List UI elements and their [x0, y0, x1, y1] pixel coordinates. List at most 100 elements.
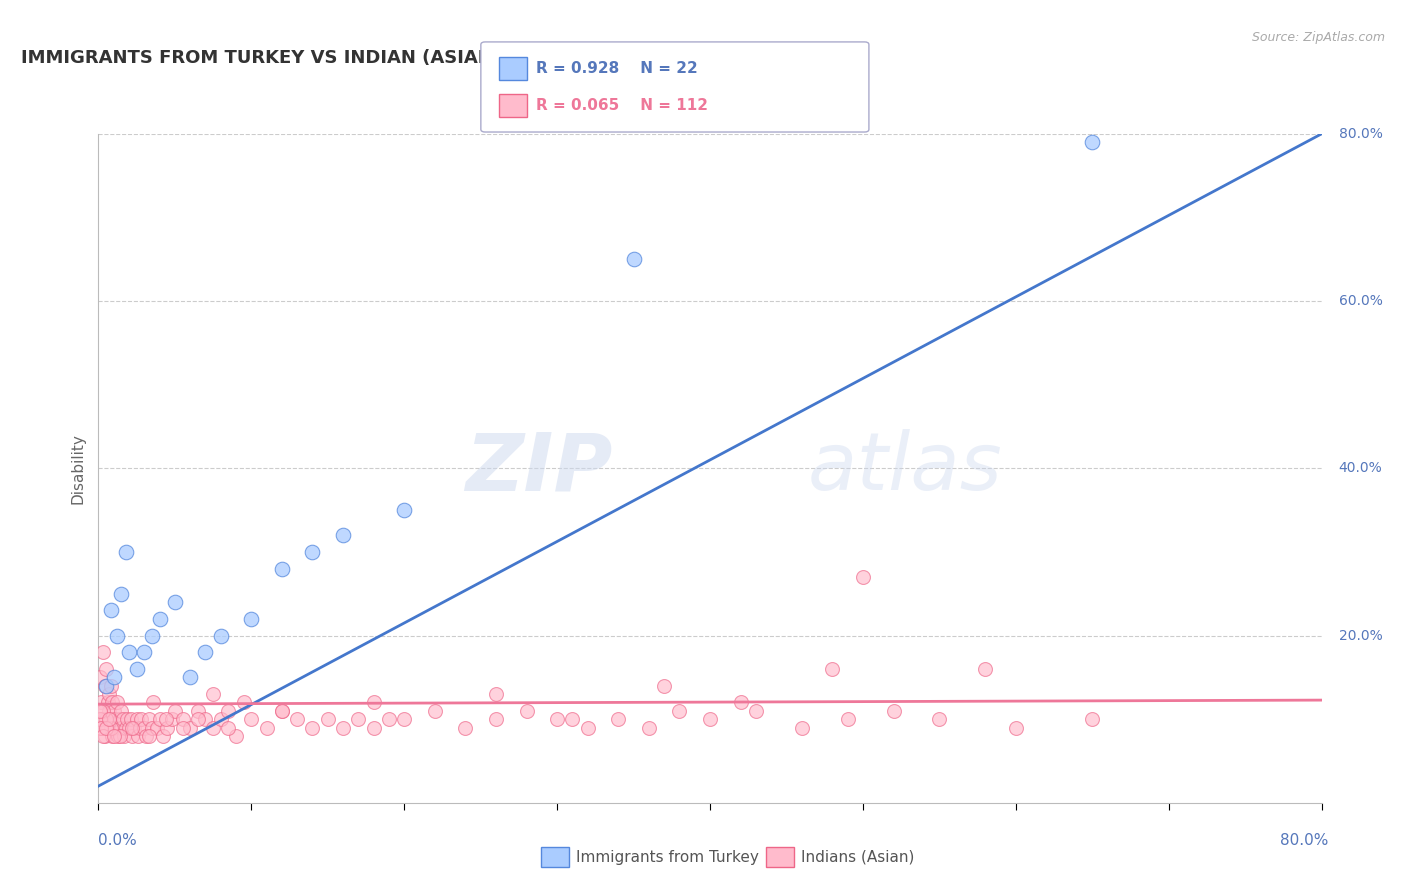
Point	[149, 612, 172, 626]
Point	[561, 712, 583, 726]
Point	[91, 712, 114, 726]
Text: R = 0.065    N = 112: R = 0.065 N = 112	[536, 98, 707, 112]
Text: 0.0%: 0.0%	[98, 833, 138, 847]
Point	[134, 645, 156, 659]
Point	[103, 670, 125, 684]
Point	[100, 679, 122, 693]
Point	[120, 712, 142, 726]
Point	[423, 704, 446, 718]
Point	[128, 721, 150, 735]
Point	[108, 729, 131, 743]
Point	[93, 679, 115, 693]
Point	[745, 704, 768, 718]
Point	[115, 721, 138, 735]
Point	[1081, 135, 1104, 149]
Point	[270, 704, 292, 718]
Point	[135, 729, 157, 743]
Point	[179, 721, 201, 735]
Point	[110, 704, 132, 718]
Point	[101, 696, 124, 710]
Point	[217, 721, 239, 735]
Point	[240, 712, 263, 726]
Point	[142, 696, 165, 710]
Point	[89, 712, 111, 726]
Point	[110, 721, 132, 735]
Point	[91, 645, 114, 659]
Point	[301, 721, 323, 735]
Point	[98, 704, 121, 718]
Point	[209, 712, 232, 726]
Point	[138, 712, 160, 726]
Point	[125, 712, 148, 726]
Point	[129, 712, 152, 726]
Point	[347, 712, 370, 726]
Point	[187, 712, 209, 726]
Point	[270, 704, 292, 718]
Point	[202, 687, 225, 701]
Point	[232, 696, 254, 710]
Point	[821, 662, 844, 676]
Point	[546, 712, 568, 726]
Text: Source: ZipAtlas.com: Source: ZipAtlas.com	[1251, 31, 1385, 44]
Point	[1081, 712, 1104, 726]
Point	[179, 670, 201, 684]
Point	[652, 679, 675, 693]
Text: 60.0%: 60.0%	[1339, 294, 1382, 308]
Point	[378, 712, 401, 726]
Point	[301, 545, 323, 559]
Point	[94, 712, 117, 726]
Point	[837, 712, 859, 726]
Point	[103, 729, 125, 743]
Text: 80.0%: 80.0%	[1339, 127, 1382, 141]
Point	[194, 645, 217, 659]
Text: Indians (Asian): Indians (Asian)	[801, 850, 915, 864]
Point	[115, 545, 138, 559]
Point	[121, 729, 143, 743]
Point	[138, 729, 160, 743]
Point	[485, 712, 508, 726]
Point	[111, 712, 134, 726]
Point	[98, 712, 121, 726]
Point	[94, 712, 117, 726]
Text: 80.0%: 80.0%	[1281, 833, 1329, 847]
Point	[240, 612, 263, 626]
Point	[103, 721, 125, 735]
Point	[285, 712, 308, 726]
Point	[316, 712, 339, 726]
Point	[97, 696, 120, 710]
Point	[107, 729, 129, 743]
Point	[152, 729, 174, 743]
Point	[89, 704, 111, 718]
Point	[101, 729, 124, 743]
Point	[790, 721, 813, 735]
Point	[118, 645, 141, 659]
Point	[127, 729, 149, 743]
Point	[94, 662, 117, 676]
Point	[105, 628, 128, 642]
Point	[363, 696, 385, 710]
Point	[699, 712, 721, 726]
Point	[145, 721, 167, 735]
Point	[852, 570, 875, 584]
Point	[637, 721, 661, 735]
Point	[110, 587, 132, 601]
Point	[100, 712, 122, 726]
Text: atlas: atlas	[808, 429, 1002, 508]
Point	[668, 704, 690, 718]
Point	[134, 721, 156, 735]
Point	[202, 721, 225, 735]
Point	[156, 721, 179, 735]
Point	[209, 628, 232, 642]
Point	[91, 729, 114, 743]
Point	[392, 503, 416, 517]
Text: IMMIGRANTS FROM TURKEY VS INDIAN (ASIAN) DISABILITY CORRELATION CHART: IMMIGRANTS FROM TURKEY VS INDIAN (ASIAN)…	[21, 49, 841, 67]
Point	[730, 696, 752, 710]
Point	[91, 704, 114, 718]
Point	[90, 721, 112, 735]
Point	[89, 670, 111, 684]
Point	[332, 528, 354, 542]
Point	[100, 721, 122, 735]
Point	[100, 603, 122, 617]
Point	[172, 712, 194, 726]
Point	[607, 712, 630, 726]
